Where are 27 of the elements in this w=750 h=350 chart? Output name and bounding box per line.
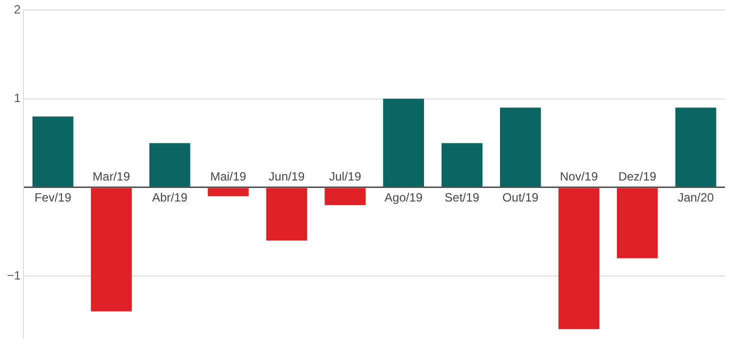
x-tick-label: Jun/19 — [268, 170, 306, 184]
bar — [675, 108, 716, 187]
x-tick-label: Fev/19 — [34, 190, 72, 205]
bar — [324, 188, 366, 206]
x-tick-label: Nov/19 — [560, 170, 598, 184]
x-tick-label: Abr/19 — [152, 190, 188, 205]
bar — [442, 143, 482, 187]
bar — [616, 188, 658, 258]
bar — [149, 143, 190, 187]
y-tick-label: −1 — [6, 268, 21, 282]
x-tick-label: Mar/19 — [92, 170, 130, 184]
bar — [500, 108, 541, 187]
bar — [383, 98, 424, 187]
y-tick-label: 2 — [14, 2, 21, 17]
bar — [208, 188, 249, 196]
bar — [90, 188, 132, 312]
x-tick-label: Set/19 — [444, 190, 480, 205]
bar — [32, 116, 74, 187]
x-tick-label: Dez/19 — [618, 170, 657, 184]
bar — [266, 188, 308, 241]
x-tick-label: Jan/20 — [678, 190, 714, 205]
x-tick-label: Out/19 — [502, 190, 539, 205]
y-tick-label: 1 — [14, 91, 21, 106]
x-tick-label: Mai/19 — [210, 170, 247, 184]
x-tick-label: Jul/19 — [329, 170, 362, 184]
bar — [558, 188, 600, 330]
x-tick-label: Ago/19 — [384, 190, 423, 205]
